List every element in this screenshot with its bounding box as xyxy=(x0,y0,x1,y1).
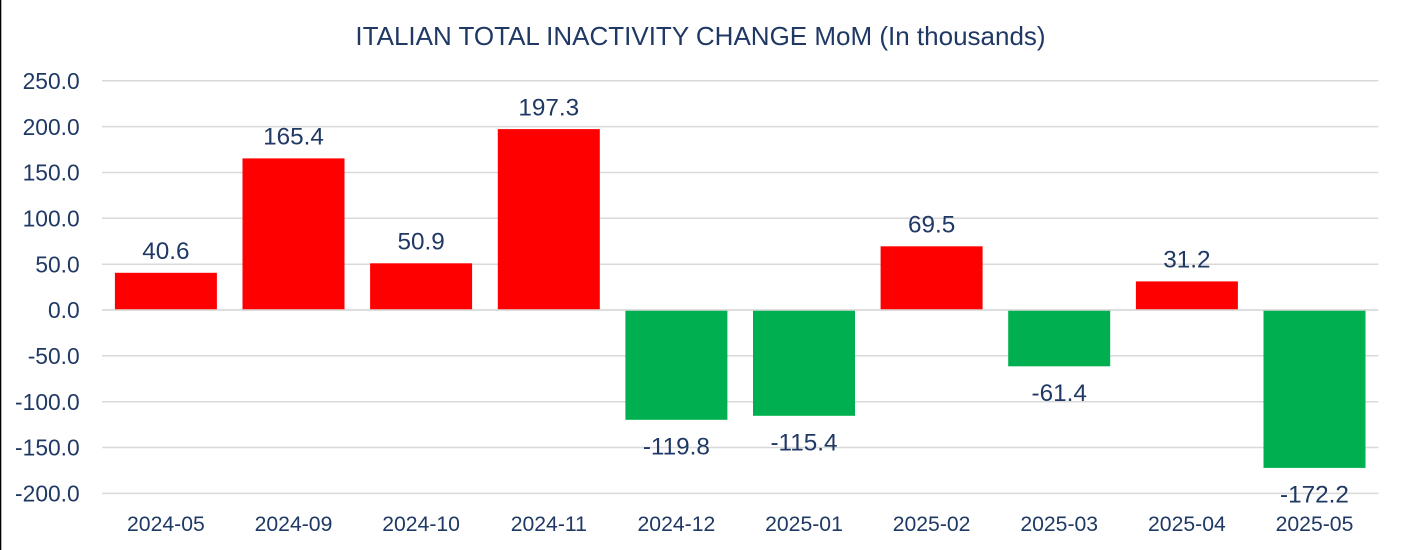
svg-text:50.9: 50.9 xyxy=(397,229,444,256)
svg-text:2025-03: 2025-03 xyxy=(1020,513,1098,536)
svg-text:-50.0: -50.0 xyxy=(28,343,80,369)
svg-text:2024-12: 2024-12 xyxy=(638,513,716,536)
svg-text:2025-05: 2025-05 xyxy=(1276,513,1354,536)
svg-text:2024-11: 2024-11 xyxy=(511,513,587,536)
svg-text:-172.2: -172.2 xyxy=(1280,482,1349,509)
svg-text:2024-05: 2024-05 xyxy=(127,513,205,536)
svg-text:165.4: 165.4 xyxy=(263,124,324,151)
svg-text:50.0: 50.0 xyxy=(35,251,79,277)
svg-text:2024-10: 2024-10 xyxy=(382,513,460,536)
svg-text:2025-02: 2025-02 xyxy=(893,513,971,536)
svg-text:200.0: 200.0 xyxy=(23,114,80,140)
svg-text:197.3: 197.3 xyxy=(518,94,579,121)
svg-text:-61.4: -61.4 xyxy=(1032,380,1087,407)
svg-text:250.0: 250.0 xyxy=(23,68,80,94)
svg-text:ITALIAN TOTAL INACTIVITY CHANG: ITALIAN TOTAL INACTIVITY CHANGE MoM (In … xyxy=(355,21,1045,51)
svg-text:2025-04: 2025-04 xyxy=(1148,513,1226,536)
svg-text:40.6: 40.6 xyxy=(142,238,189,265)
svg-text:100.0: 100.0 xyxy=(23,206,80,232)
svg-text:2024-09: 2024-09 xyxy=(255,513,333,536)
svg-text:0.0: 0.0 xyxy=(48,297,80,323)
svg-text:69.5: 69.5 xyxy=(908,212,955,239)
svg-text:-150.0: -150.0 xyxy=(15,435,80,461)
svg-text:-200.0: -200.0 xyxy=(15,481,80,507)
svg-text:-100.0: -100.0 xyxy=(15,389,80,415)
svg-text:150.0: 150.0 xyxy=(23,160,80,186)
svg-text:-119.8: -119.8 xyxy=(643,434,710,461)
svg-text:-115.4: -115.4 xyxy=(770,430,837,457)
svg-text:2025-01: 2025-01 xyxy=(765,513,843,536)
svg-text:31.2: 31.2 xyxy=(1163,247,1210,274)
